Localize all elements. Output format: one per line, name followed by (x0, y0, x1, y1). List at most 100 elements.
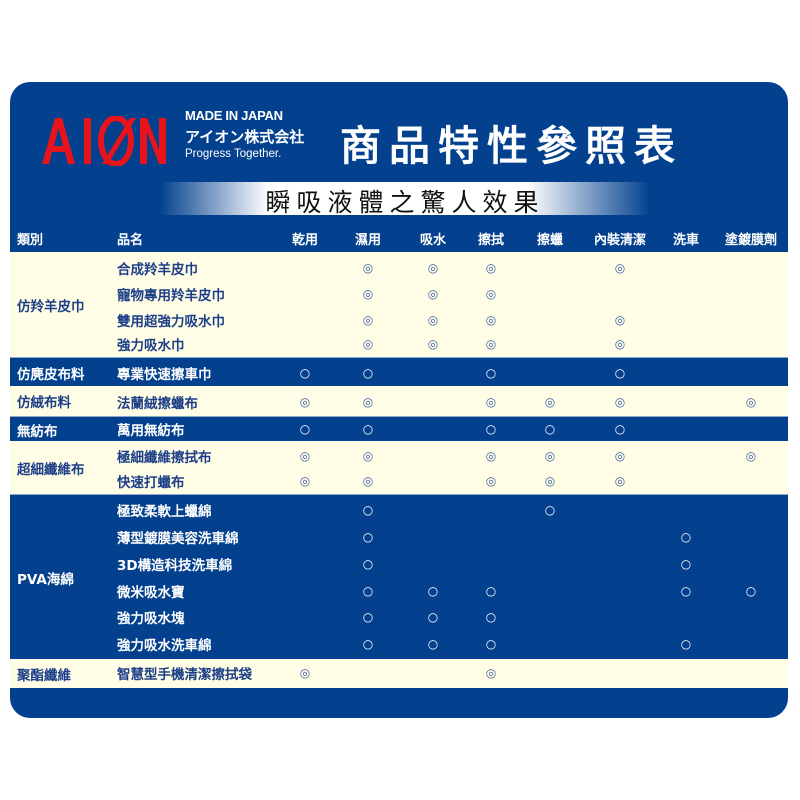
product-name: 寵物專用羚羊皮巾 (117, 288, 225, 304)
double-circle-mark: ◎ (544, 474, 556, 488)
circle-mark: ○ (362, 422, 374, 436)
reference-chart-panel: MADE IN JAPAN アイオン株式会社 Progress Together… (10, 82, 788, 718)
circle-mark: ○ (680, 584, 692, 598)
company-name: アイオン株式会社 (185, 129, 305, 146)
product-name: 強力吸水洗車綿 (117, 638, 212, 654)
header-feature: 塗鍍膜劑 (724, 233, 778, 248)
subtitle: 瞬吸液體之驚人效果 (265, 188, 545, 217)
circle-mark: ○ (362, 366, 374, 380)
product-name: 專業快速擦車巾 (117, 367, 212, 383)
double-circle-mark: ◎ (427, 313, 439, 327)
product-name: 3D構造科技洗車綿 (117, 558, 233, 574)
circle-mark: ○ (362, 610, 374, 624)
double-circle-mark: ◎ (362, 474, 374, 488)
category-label: 仿麂皮布料 (17, 366, 85, 383)
circle-mark: ○ (485, 637, 497, 651)
product-name: 快速打蠟布 (117, 475, 185, 491)
category-label: 仿絨布料 (17, 395, 71, 411)
product-name: 薄型鍍膜美容洗車綿 (117, 531, 239, 547)
double-circle-mark: ◎ (544, 395, 556, 409)
double-circle-mark: ◎ (299, 395, 311, 409)
category-label: 聚酯纖維 (17, 667, 71, 684)
circle-mark: ○ (680, 637, 692, 651)
circle-mark: ○ (485, 422, 497, 436)
circle-mark: ○ (485, 366, 497, 380)
circle-mark: ○ (745, 584, 757, 598)
category-label: 超細纖維布 (17, 461, 85, 478)
circle-mark: ○ (544, 503, 556, 517)
circle-mark: ○ (299, 422, 311, 436)
circle-mark: ○ (680, 530, 692, 544)
double-circle-mark: ◎ (485, 261, 497, 275)
header-feature: 乾用 (291, 233, 319, 248)
category-group: 仿絨布料 法蘭絨擦蠟布 ◎ ◎ ◎ ◎ ◎ ◎ (10, 386, 788, 416)
double-circle-mark: ◎ (544, 449, 556, 463)
slogan: Progress Together. (185, 148, 282, 160)
double-circle-mark: ◎ (362, 449, 374, 463)
header-category: 類別 (17, 233, 44, 248)
product-name: 雙用超強力吸水巾 (117, 314, 225, 330)
double-circle-mark: ◎ (362, 313, 374, 327)
double-circle-mark: ◎ (362, 395, 374, 409)
header-feature: 擦拭 (477, 233, 505, 248)
product-name: 法蘭絨擦蠟布 (117, 396, 198, 412)
circle-mark: ○ (362, 530, 374, 544)
double-circle-mark: ◎ (485, 449, 497, 463)
category-group: 無紡布 萬用無紡布 ○ ○ ○ ○ ○ (10, 416, 788, 442)
category-group: 仿羚羊皮巾 合成羚羊皮巾 ◎ ◎ ◎ ◎ 寵物專用羚羊皮巾 ◎ ◎ ◎ 雙用超強力吸水巾 ◎ ◎ ◎ ◎ 強力… (10, 252, 788, 357)
product-name: 合成羚羊皮巾 (117, 262, 198, 278)
circle-mark: ○ (427, 610, 439, 624)
header-feature: 洗車 (672, 233, 700, 248)
category-group: 超細纖維布 極細纖維擦拭布 ◎ ◎ ◎ ◎ ◎ ◎ 快速打蠟布 ◎ ◎ ◎ ◎ ◎ (10, 441, 788, 494)
category-group: PVA海綿 極致柔軟上蠟綿 ○ ○ 薄型鍍膜美容洗車綿 ○ ○ 3D構造科技洗車綿 ○ ○ 微米吸水… (10, 494, 788, 660)
double-circle-mark: ◎ (485, 313, 497, 327)
circle-mark: ○ (362, 637, 374, 651)
header-feature: 吸水 (419, 233, 447, 248)
double-circle-mark: ◎ (427, 287, 439, 301)
circle-mark: ○ (680, 557, 692, 571)
header-name: 品名 (117, 233, 144, 248)
product-name: 極致柔軟上蠟綿 (117, 504, 212, 520)
subtitle-band: 瞬吸液體之驚人效果 (160, 182, 650, 217)
double-circle-mark: ◎ (745, 395, 757, 409)
circle-mark: ○ (485, 610, 497, 624)
header-feature: 內裝清潔 (593, 233, 647, 248)
category-group: 仿麂皮布料 專業快速擦車巾 ○ ○ ○ ○ (10, 357, 788, 387)
double-circle-mark: ◎ (362, 261, 374, 275)
double-circle-mark: ◎ (362, 337, 374, 351)
product-name: 強力吸水塊 (117, 611, 185, 627)
double-circle-mark: ◎ (485, 287, 497, 301)
double-circle-mark: ◎ (427, 261, 439, 275)
category-label: PVA海綿 (17, 571, 74, 588)
double-circle-mark: ◎ (299, 449, 311, 463)
category-label: 仿羚羊皮巾 (17, 298, 85, 315)
circle-mark: ○ (362, 584, 374, 598)
double-circle-mark: ◎ (299, 474, 311, 488)
aion-logo (42, 116, 166, 166)
circle-mark: ○ (427, 637, 439, 651)
double-circle-mark: ◎ (485, 337, 497, 351)
double-circle-mark: ◎ (614, 337, 626, 351)
double-circle-mark: ◎ (485, 395, 497, 409)
product-name: 智慧型手機清潔擦拭袋 (117, 667, 252, 683)
double-circle-mark: ◎ (362, 287, 374, 301)
double-circle-mark: ◎ (614, 313, 626, 327)
category-label: 無紡布 (17, 423, 58, 440)
circle-mark: ○ (427, 584, 439, 598)
double-circle-mark: ◎ (485, 666, 497, 680)
page-title: 商品特性參照表 (340, 122, 683, 170)
circle-mark: ○ (614, 366, 626, 380)
product-name: 強力吸水巾 (117, 338, 185, 354)
double-circle-mark: ◎ (614, 395, 626, 409)
product-name: 萬用無紡布 (117, 423, 185, 439)
double-circle-mark: ◎ (299, 666, 311, 680)
circle-mark: ○ (485, 584, 497, 598)
double-circle-mark: ◎ (485, 474, 497, 488)
product-name: 微米吸水寶 (117, 585, 185, 601)
double-circle-mark: ◎ (745, 449, 757, 463)
made-in-japan-text: MADE IN JAPAN (185, 108, 283, 123)
product-name: 極細纖維擦拭布 (117, 450, 212, 466)
circle-mark: ○ (299, 366, 311, 380)
double-circle-mark: ◎ (614, 261, 626, 275)
circle-mark: ○ (362, 557, 374, 571)
